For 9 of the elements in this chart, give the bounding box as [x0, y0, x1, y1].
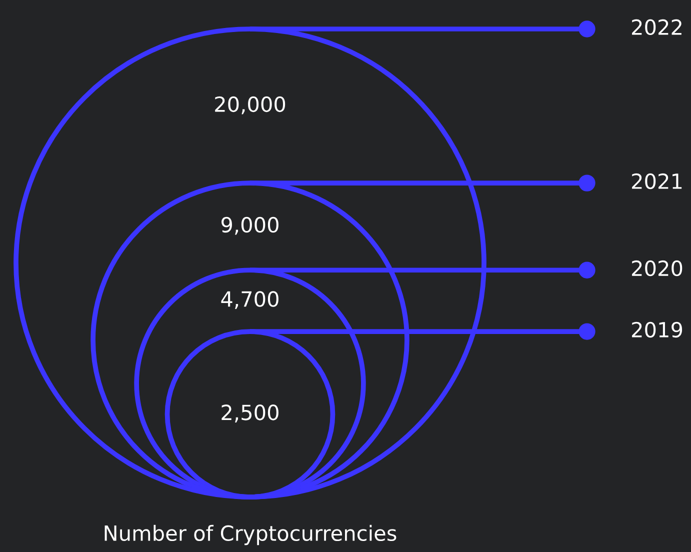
- data-label: 20,000: [215, 96, 286, 114]
- data-label: 9,000: [221, 216, 278, 235]
- text: Number of Cryptocurrencies: [104, 524, 396, 546]
- category-label: 2021: [632, 173, 682, 190]
- data-label: 4,700: [221, 291, 278, 310]
- category-label: 2019: [632, 322, 682, 338]
- data-label: 2,500: [222, 404, 278, 422]
- category-label: 2022: [632, 19, 682, 36]
- category-label: 2020: [632, 260, 682, 276]
